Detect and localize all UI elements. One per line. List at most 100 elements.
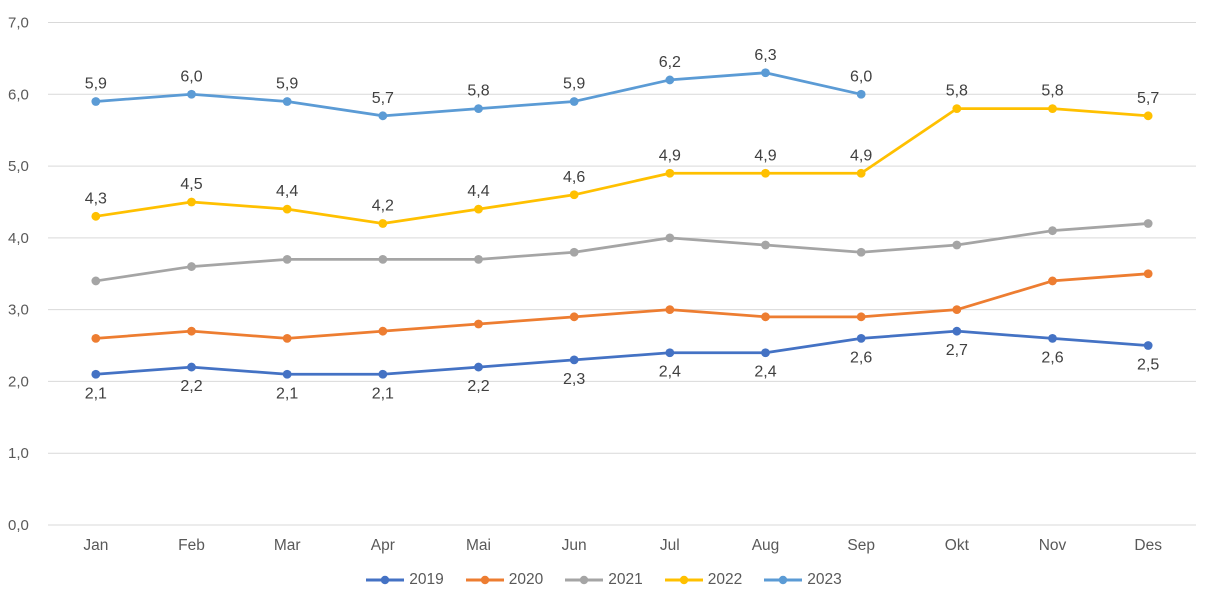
x-axis-label: Jul <box>660 537 680 554</box>
data-label: 2,7 <box>946 342 968 359</box>
data-point-marker <box>187 262 196 271</box>
data-point-marker <box>665 305 675 315</box>
x-axis-label: Mar <box>274 537 301 554</box>
data-point-marker <box>378 326 388 336</box>
data-point-marker <box>1048 226 1057 236</box>
data-label: 6,3 <box>754 47 776 64</box>
x-axis-label: Mai <box>466 537 491 554</box>
data-point-marker <box>952 326 962 336</box>
legend-marker-icon <box>465 575 504 584</box>
data-label: 4,9 <box>659 147 681 164</box>
data-label: 2,4 <box>754 364 776 381</box>
data-label: 2,2 <box>180 378 202 395</box>
series-line-2019 <box>94 329 1150 376</box>
data-label: 4,2 <box>372 198 394 215</box>
data-point-marker <box>474 254 483 264</box>
data-label: 5,9 <box>85 75 107 92</box>
legend-item-2019: 2019 <box>366 571 444 588</box>
legend-marker-icon <box>764 575 803 584</box>
data-label: 2,1 <box>372 385 394 402</box>
data-point-marker <box>569 312 579 322</box>
legend-label: 2021 <box>608 571 643 588</box>
data-label: 5,8 <box>946 83 968 100</box>
data-label: 2,4 <box>659 364 681 381</box>
data-point-marker <box>665 168 675 178</box>
y-axis-tick-label: 5,0 <box>8 158 29 175</box>
data-label: 5,8 <box>1041 83 1063 100</box>
x-axis-label: Aug <box>752 537 780 554</box>
legend-marker-icon <box>366 575 405 584</box>
data-point-marker <box>187 89 196 99</box>
data-point-marker <box>952 104 962 114</box>
legend-label: 2023 <box>807 571 842 588</box>
y-axis-tick-label: 3,0 <box>8 302 29 319</box>
y-axis-tick-label: 0,0 <box>8 517 29 534</box>
data-point-marker <box>187 197 196 207</box>
data-point-marker <box>282 254 292 264</box>
legend-item-2022: 2022 <box>664 571 743 588</box>
data-label: 6,0 <box>180 68 202 85</box>
legend-marker-icon <box>565 575 604 584</box>
y-axis-tick-label: 4,0 <box>8 230 29 247</box>
data-point-marker <box>665 348 675 358</box>
data-point-marker <box>1143 269 1153 279</box>
data-point-marker <box>91 369 101 379</box>
data-label: 4,4 <box>467 183 489 200</box>
data-point-marker <box>282 204 292 214</box>
legend-marker-icon <box>664 575 703 584</box>
data-label: 6,0 <box>850 68 872 85</box>
data-point-marker <box>665 233 675 243</box>
data-point-marker <box>761 168 770 178</box>
legend-label: 2019 <box>409 571 444 588</box>
data-label: 2,6 <box>850 349 872 366</box>
y-axis-tick-label: 2,0 <box>8 373 29 390</box>
data-point-marker <box>1143 341 1153 350</box>
data-label: 2,1 <box>85 385 107 402</box>
legend-item-2023: 2023 <box>764 571 842 588</box>
data-point-marker <box>282 97 292 106</box>
data-label: 4,5 <box>180 176 202 193</box>
data-label: 4,9 <box>754 147 776 164</box>
data-label: 2,1 <box>276 385 298 402</box>
y-axis-tick-label: 6,0 <box>8 86 29 103</box>
data-label: 4,9 <box>850 147 872 164</box>
data-point-marker <box>187 326 196 336</box>
data-label: 5,7 <box>1137 90 1159 107</box>
data-label: 5,9 <box>563 75 585 92</box>
y-axis-tick-label: 1,0 <box>8 445 29 462</box>
series-line-2021 <box>94 222 1150 283</box>
data-point-marker <box>856 168 866 178</box>
data-point-marker <box>474 204 483 214</box>
data-label: 5,7 <box>372 90 394 107</box>
data-point-marker <box>761 312 770 322</box>
data-point-marker <box>761 348 770 358</box>
data-label: 4,6 <box>563 169 585 186</box>
data-point-marker <box>569 355 579 365</box>
data-point-marker <box>856 247 866 257</box>
data-point-marker <box>952 240 962 250</box>
x-axis-label: Okt <box>945 537 970 554</box>
data-point-marker <box>1048 333 1057 343</box>
data-label: 5,9 <box>276 75 298 92</box>
legend-item-2021: 2021 <box>565 571 643 588</box>
chart-legend: 2019 2020 2021 2022 2023 <box>0 572 1208 588</box>
data-point-marker <box>761 68 770 78</box>
data-point-marker <box>378 219 388 228</box>
data-point-marker <box>378 369 388 379</box>
data-label: 4,3 <box>85 190 107 207</box>
legend-label: 2020 <box>508 571 544 588</box>
data-point-marker <box>761 240 770 250</box>
data-point-marker <box>282 369 292 379</box>
data-point-marker <box>856 89 866 99</box>
x-axis-label: Nov <box>1039 537 1067 554</box>
line-chart-plot-area: 0,0 1,0 2,0 3,0 4,0 5,0 6,0 7,0 Jan Feb Mar Apr Mai J… <box>8 15 1196 554</box>
legend-label: 2022 <box>707 571 743 588</box>
data-point-marker <box>91 97 101 106</box>
data-point-marker <box>187 362 196 372</box>
data-label: 2,2 <box>467 378 489 395</box>
data-point-marker <box>474 319 483 329</box>
x-axis-label: Jun <box>562 537 587 554</box>
data-label: 5,8 <box>467 83 489 100</box>
data-point-marker <box>474 104 483 114</box>
data-point-marker <box>378 254 388 264</box>
